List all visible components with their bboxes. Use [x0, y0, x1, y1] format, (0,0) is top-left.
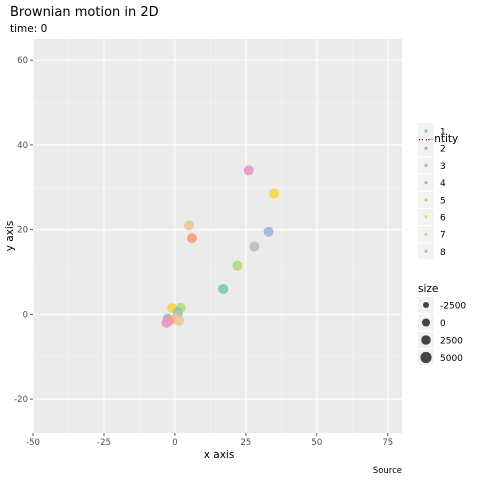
chart-subtitle: time: 0	[10, 23, 47, 35]
data-point-identity-8	[249, 242, 259, 252]
data-point-identity-3	[264, 227, 274, 237]
x-tick-label: 0	[172, 438, 177, 448]
size-legend: size -2500 0 2500 5000	[418, 283, 466, 366]
y-tick-label: 20	[17, 226, 28, 236]
identity-legend-swatch	[424, 129, 427, 132]
data-point-identity-5	[232, 261, 242, 271]
chart-title: Brownian motion in 2D	[10, 5, 159, 20]
x-tick-label: -50	[26, 438, 40, 448]
size-legend-swatch	[422, 319, 430, 327]
identity-legend-swatch	[424, 147, 427, 150]
identity-legend-swatch	[424, 181, 427, 184]
identity-legend-label: 7	[440, 231, 446, 241]
identity-legend-swatch	[424, 215, 427, 218]
data-point-identity-7	[184, 220, 194, 230]
identity-legend-label: 6	[440, 214, 446, 224]
data-point-identity-6	[269, 189, 279, 199]
y-tick-label: 0	[23, 310, 28, 320]
identity-legend-label: 8	[440, 248, 446, 258]
y-tick-label: 60	[17, 56, 28, 66]
identity-legend-label: 3	[440, 162, 446, 172]
identity-legend-swatch	[424, 164, 427, 167]
identity-legend-swatch	[424, 198, 427, 201]
size-legend-swatch	[420, 352, 431, 363]
y-tick-label: 40	[17, 141, 28, 151]
size-legend-label: -2500	[440, 302, 466, 312]
data-point-identity-4	[244, 165, 254, 175]
x-tick-label: -25	[97, 438, 111, 448]
data-point-identity-2	[187, 233, 197, 243]
size-legend-swatch	[421, 335, 431, 345]
identity-legend-label: 1	[440, 128, 446, 138]
size-legend-label: 2500	[440, 337, 463, 347]
size-legend-label: 0	[440, 319, 446, 329]
size-legend-label: 5000	[440, 354, 463, 364]
x-tick-label: 50	[311, 438, 322, 448]
x-axis-ticks: -50 -25 0 25 50 75	[26, 433, 393, 448]
y-tick-label: -20	[14, 395, 28, 405]
identity-legend-label: 4	[440, 179, 446, 189]
size-legend-swatch	[423, 302, 429, 308]
y-axis-ticks: -20 0 20 40 60	[14, 56, 33, 405]
x-axis-title: x axis	[204, 449, 235, 461]
x-tick-label: 25	[240, 438, 251, 448]
identity-legend-swatch	[424, 233, 427, 236]
identity-legend-label: 2	[440, 145, 446, 155]
identity-legend-swatch	[424, 250, 427, 253]
plot-panel	[33, 39, 402, 433]
data-point-identity-4	[161, 318, 171, 328]
x-tick-label: 75	[382, 438, 393, 448]
data-point-identity-1	[218, 284, 228, 294]
chart-caption: Source	[373, 466, 402, 476]
size-legend-title: size	[418, 283, 438, 295]
y-axis-title: y axis	[4, 221, 16, 252]
data-point-identity-7	[174, 316, 184, 326]
identity-legend-label: 5	[440, 196, 446, 206]
